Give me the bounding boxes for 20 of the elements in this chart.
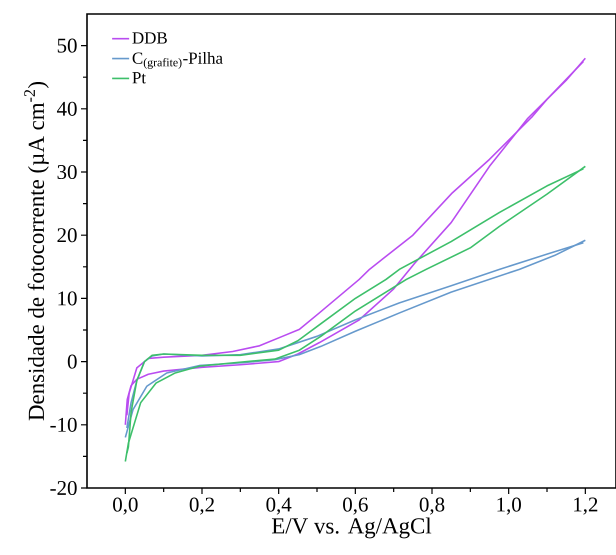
y-tick-label: 10 bbox=[58, 291, 77, 306]
legend-label: C$_{(grafite)}$-Pilha bbox=[132, 52, 223, 69]
legend-label: Pt bbox=[132, 72, 146, 84]
y-tick-label: 30 bbox=[58, 164, 77, 180]
x-tick-label: 1,0 bbox=[497, 498, 521, 515]
x-tick-label: 0,8 bbox=[420, 498, 444, 515]
x-tick-label: 0,2 bbox=[190, 498, 214, 515]
x-tick-label: 0,6 bbox=[343, 498, 368, 515]
x-axis-title: E/V vs. Ag/AgCl bbox=[272, 517, 432, 538]
x-tick-label: 0,4 bbox=[266, 498, 292, 515]
y-tick-label: -10 bbox=[50, 418, 77, 432]
x-tick-label: 0,0 bbox=[113, 498, 138, 515]
y-axis-title: Densidade de fotocorrente (µA cm$^{-2}$) bbox=[24, 82, 49, 420]
y-tick-label: 0 bbox=[68, 354, 77, 369]
y-tick-label: 40 bbox=[56, 102, 77, 116]
legend-label: DDB bbox=[132, 32, 167, 44]
y-tick-label: 20 bbox=[57, 228, 77, 242]
y-tick-label: -20 bbox=[50, 480, 77, 496]
y-tick-label: 50 bbox=[58, 38, 77, 53]
x-tick-label: 1,2 bbox=[574, 498, 598, 515]
